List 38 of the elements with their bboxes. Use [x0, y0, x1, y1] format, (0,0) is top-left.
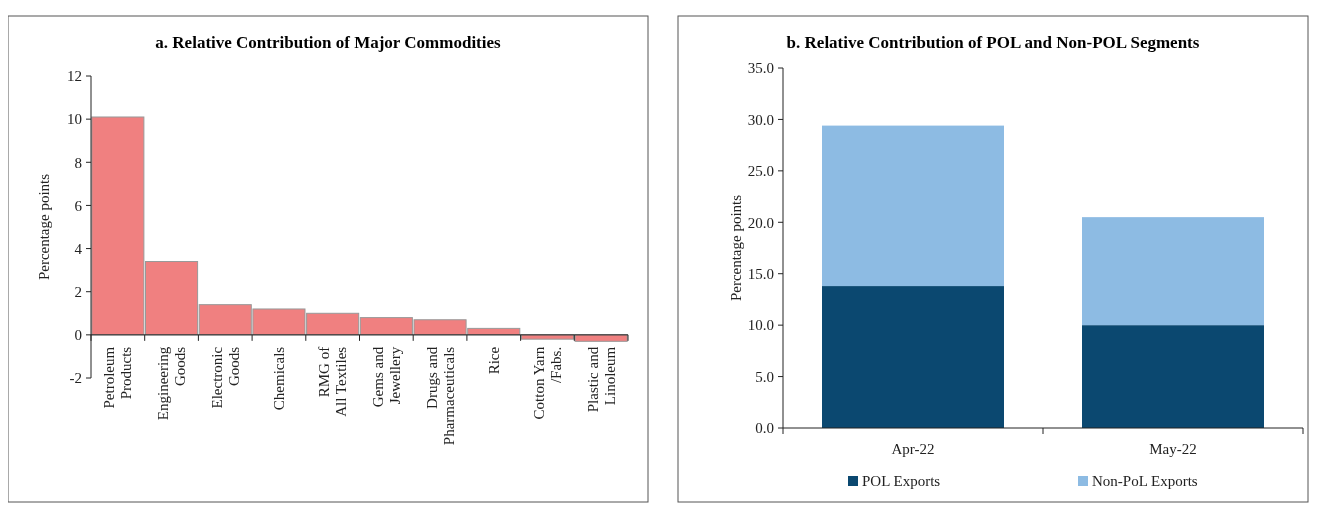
y-tick-label: 5.0 — [755, 368, 774, 385]
x-tick-label: Rice — [485, 346, 502, 375]
y-tick-label: 35.0 — [747, 60, 774, 77]
y-tick-label: 15.0 — [747, 265, 774, 282]
x-tick-label: RMG of All Textiles — [316, 346, 350, 417]
x-tick-label: Engineering Goods — [155, 346, 189, 421]
y-axis-title: Percentage points — [36, 173, 52, 281]
y-tick-label: 30.0 — [747, 111, 774, 128]
legend-label: POL Exports — [862, 473, 941, 489]
chart-title: b. Relative Contribution of POL and Non-POL Segments — [786, 33, 1200, 52]
y-tick-label: 12 — [67, 68, 82, 85]
x-tick-label: May-22 — [1149, 441, 1197, 457]
x-tick-label: Drugs and Pharmaceuticals — [423, 346, 457, 446]
chart-title: a. Relative Contribution of Major Commodities — [155, 33, 502, 52]
x-tick-label: Petroleum Products — [101, 346, 135, 409]
y-tick-label: 10.0 — [747, 317, 774, 334]
y-axis-title: Percentage points — [728, 194, 744, 302]
y-tick-label: 4 — [74, 240, 83, 257]
y-tick-label: 2 — [74, 283, 82, 300]
x-tick-label: Chemicals — [270, 346, 287, 411]
y-tick-label: 25.0 — [747, 163, 774, 180]
x-tick-label: Electronic Goods — [208, 346, 242, 409]
legend-label: Non-PoL Exports — [1092, 473, 1198, 489]
y-tick-label: 20.0 — [747, 214, 774, 231]
y-tick-label: 0.0 — [755, 420, 774, 437]
bar — [1082, 217, 1264, 326]
y-tick-label: 10 — [67, 111, 82, 128]
bar — [1082, 325, 1264, 428]
y-tick-label: -2 — [69, 370, 82, 387]
bar — [822, 286, 1004, 428]
y-tick-label: 0 — [74, 327, 82, 344]
x-tick-label: Gems and Jewellery — [369, 346, 403, 408]
x-tick-label: Plastic and Linoleum — [584, 346, 618, 413]
x-tick-label: Apr-22 — [891, 441, 935, 457]
bar — [822, 125, 1004, 287]
y-tick-label: 8 — [74, 154, 82, 171]
y-tick-label: 6 — [74, 197, 83, 214]
x-tick-label: Cotton Yarn /Fabs. — [530, 346, 564, 420]
